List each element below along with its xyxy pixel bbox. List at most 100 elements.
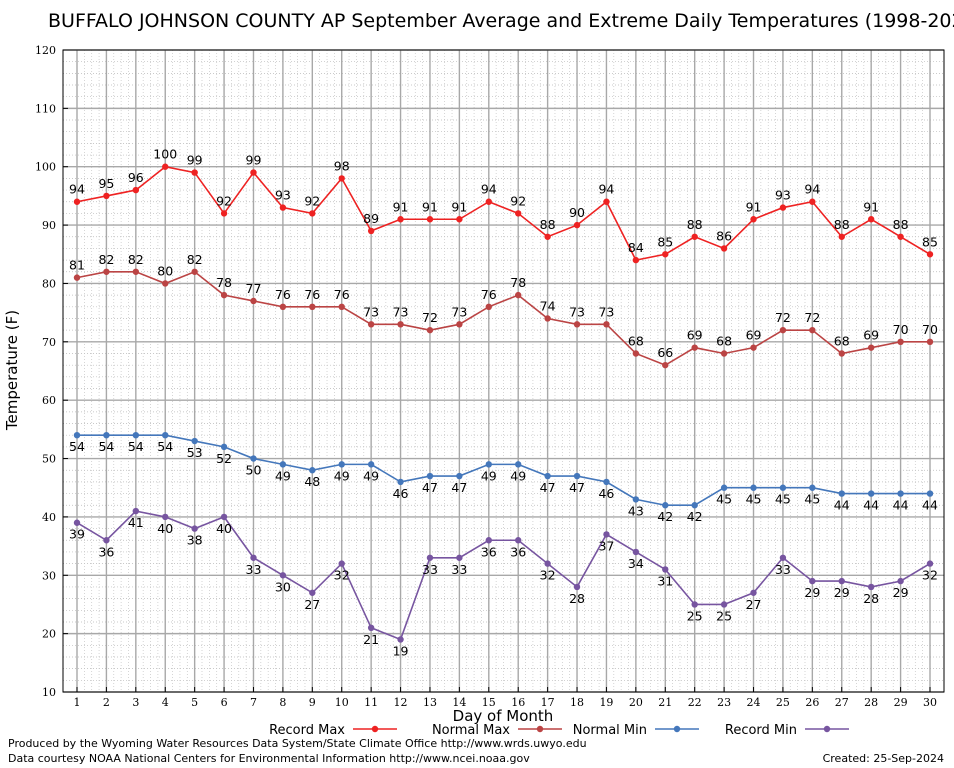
data-label-normal-max: 81 [69,258,85,273]
x-tick-label: 7 [250,696,257,709]
y-tick-label: 20 [42,628,56,641]
data-label-normal-min: 54 [128,439,144,454]
data-label-normal-max: 69 [746,328,762,343]
data-label-record-min: 25 [716,608,732,623]
x-tick-label: 19 [599,696,613,709]
data-point-normal-max [779,326,787,334]
data-point-record-min [162,513,169,521]
plot-frame [62,49,945,693]
data-label-normal-max: 82 [98,252,114,267]
data-label-normal-min: 44 [834,498,850,513]
data-point-normal-min [220,443,228,451]
data-point-record-max [73,198,81,205]
data-label-record-min: 40 [157,521,173,536]
data-point-normal-max [750,344,757,351]
data-point-normal-min [897,490,904,497]
data-label-normal-min: 45 [775,492,791,507]
data-point-normal-max [397,321,404,328]
data-point-record-min [809,577,816,585]
data-point-normal-min [426,472,434,480]
data-label-normal-max: 66 [657,345,673,360]
data-label-record-max: 93 [275,188,291,203]
data-point-normal-min [838,490,845,497]
y-tick-label: 30 [42,569,56,582]
data-point-record-max [632,256,640,264]
x-tick-label: 12 [394,696,408,709]
x-tick-label: 20 [629,696,643,709]
x-tick-label: 28 [864,696,878,709]
data-label-normal-min: 49 [481,468,497,483]
data-label-record-min: 32 [922,568,938,583]
data-point-record-max [485,198,492,205]
x-tick-label: 25 [776,696,790,709]
data-label-normal-min: 46 [598,486,614,501]
data-point-normal-max [73,274,81,281]
data-label-record-max: 88 [540,217,556,232]
data-label-record-min: 27 [304,597,320,612]
data-label-record-min: 41 [128,515,144,530]
data-label-record-min: 33 [246,562,262,577]
data-label-record-max: 93 [775,188,791,203]
data-point-normal-min [867,490,875,497]
data-label-record-min: 37 [598,538,614,553]
data-point-record-min [897,577,904,585]
data-point-record-max [867,216,875,223]
data-point-normal-max [926,338,934,346]
data-label-normal-max: 73 [363,304,379,319]
y-tick-label: 120 [35,44,56,57]
data-point-record-min [515,537,522,544]
data-point-record-min [191,525,198,532]
data-point-record-max [809,198,816,205]
legend-label-record-max: Record Max [269,723,345,738]
y-tick-label: 60 [42,394,56,407]
data-point-record-max [132,186,140,194]
data-label-record-max: 90 [569,205,585,220]
data-label-normal-max: 80 [157,263,173,278]
data-label-normal-max: 72 [775,310,791,325]
legend-marker-normal-min [673,725,681,733]
data-label-normal-min: 43 [628,503,644,518]
data-label-record-min: 25 [687,608,703,623]
data-point-record-min [309,589,316,596]
x-tick-label: 13 [423,696,437,709]
footer-courtesy: Data courtesy NOAA National Centers for … [8,752,530,765]
data-point-normal-min [603,478,610,486]
data-point-normal-min [632,496,640,503]
data-label-record-min: 31 [657,573,673,588]
data-label-record-max: 95 [98,176,114,191]
data-point-normal-min [132,432,140,439]
data-label-normal-min: 53 [187,445,203,460]
data-point-record-min [867,583,875,591]
data-label-normal-max: 82 [187,252,203,267]
data-point-normal-min [662,502,669,509]
data-point-record-min [132,507,140,515]
data-label-record-max: 91 [863,199,879,214]
data-label-record-min: 38 [187,533,203,548]
data-point-record-max [191,169,198,176]
data-label-normal-max: 78 [216,275,232,290]
data-point-record-max [838,233,845,240]
data-point-normal-min [485,461,492,468]
data-label-normal-max: 82 [128,252,144,267]
data-point-record-max [779,204,787,211]
data-point-record-min [720,601,728,608]
data-label-normal-min: 42 [657,509,673,524]
data-point-record-max [573,221,581,229]
data-point-normal-min [250,455,257,462]
data-point-normal-max [838,350,845,357]
data-label-record-min: 29 [834,585,850,600]
data-point-normal-min [750,484,757,491]
legend-item-record-max: Record Max [269,723,397,738]
data-point-normal-max [603,321,610,328]
series-line-normal-max [76,270,930,367]
data-label-record-max: 92 [304,193,320,208]
data-point-record-max [515,210,522,217]
data-label-normal-min: 47 [422,480,438,495]
data-point-normal-max [573,321,581,328]
legend-marker-record-max [371,725,379,733]
legend-marker-normal-max [536,725,544,733]
data-point-record-min [456,554,463,561]
data-point-record-max [103,192,110,200]
data-label-normal-max: 73 [393,304,409,319]
